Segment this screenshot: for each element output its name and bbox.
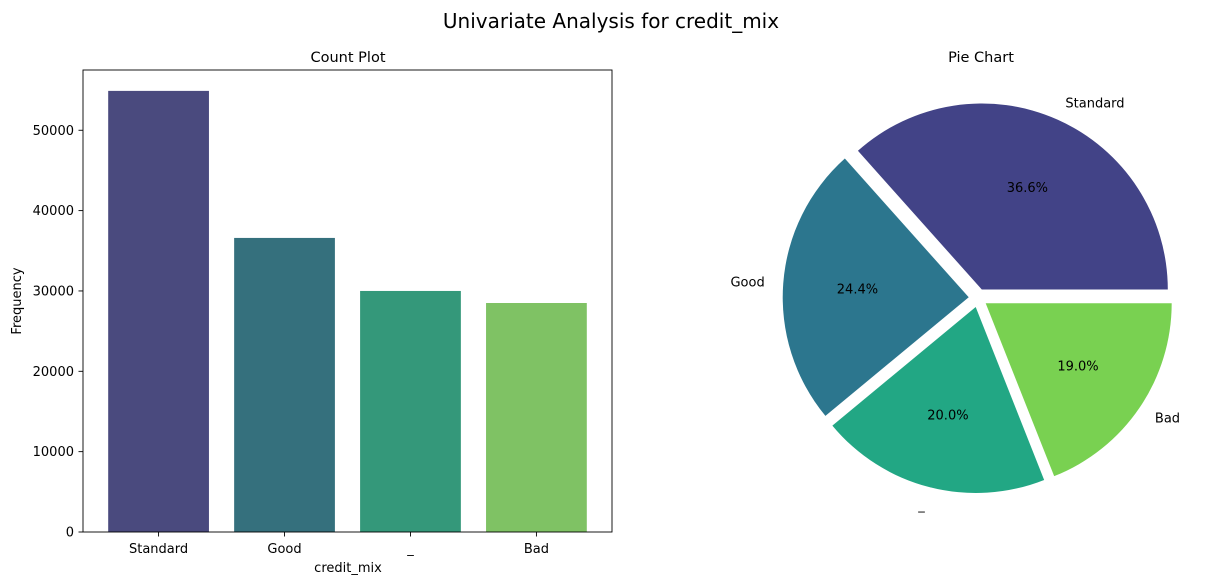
x-tick-label-1: Good [267,542,301,557]
pie-slice-1 [782,158,969,416]
bar-3 [486,303,587,532]
pie-percent-label-2: 20.0% [927,409,968,424]
y-tick-label-0: 0 [66,526,74,541]
pie-label-0: Standard [1065,96,1124,111]
pie-slice-3 [985,303,1172,477]
figure-suptitle: Univariate Analysis for credit_mix [443,9,779,33]
y-tick-label-2: 20000 [33,365,74,380]
pie-percent-label-1: 24.4% [837,282,878,297]
pie-label-2: _ [917,499,925,514]
y-tick-label-4: 40000 [33,204,74,219]
pie-label-1: Good [730,275,764,290]
y-tick-label-5: 50000 [33,124,74,139]
y-tick-label-3: 30000 [33,284,74,299]
x-tick-label-0: Standard [129,542,188,557]
pie-chart-title: Pie Chart [948,50,1014,66]
count-plot-frame [82,69,613,533]
x-tick-label-3: Bad [524,542,549,557]
y-tick-label-1: 10000 [33,445,74,460]
x-tick-label-2: _ [406,542,414,557]
pie-slice-2 [832,307,1045,494]
pie-label-3: Bad [1155,412,1180,427]
count-plot-ylabel: Frequency [10,267,25,334]
count-plot-title: Count Plot [311,50,386,66]
count-plot: Count Plot 0 10000 20000 30000 40000 50000 St… [10,50,613,576]
count-plot-xlabel: credit_mix [314,561,382,576]
pie-percent-label-0: 36.6% [1007,181,1048,196]
bar-2 [360,290,461,532]
bar-0 [108,90,209,532]
pie-percent-label-3: 19.0% [1057,359,1098,374]
pie-slice-0 [857,103,1168,290]
pie-chart: Pie Chart 36.6% Standard 24.4% Good 20.0% _ 19… [730,50,1180,514]
bar-1 [234,237,335,533]
